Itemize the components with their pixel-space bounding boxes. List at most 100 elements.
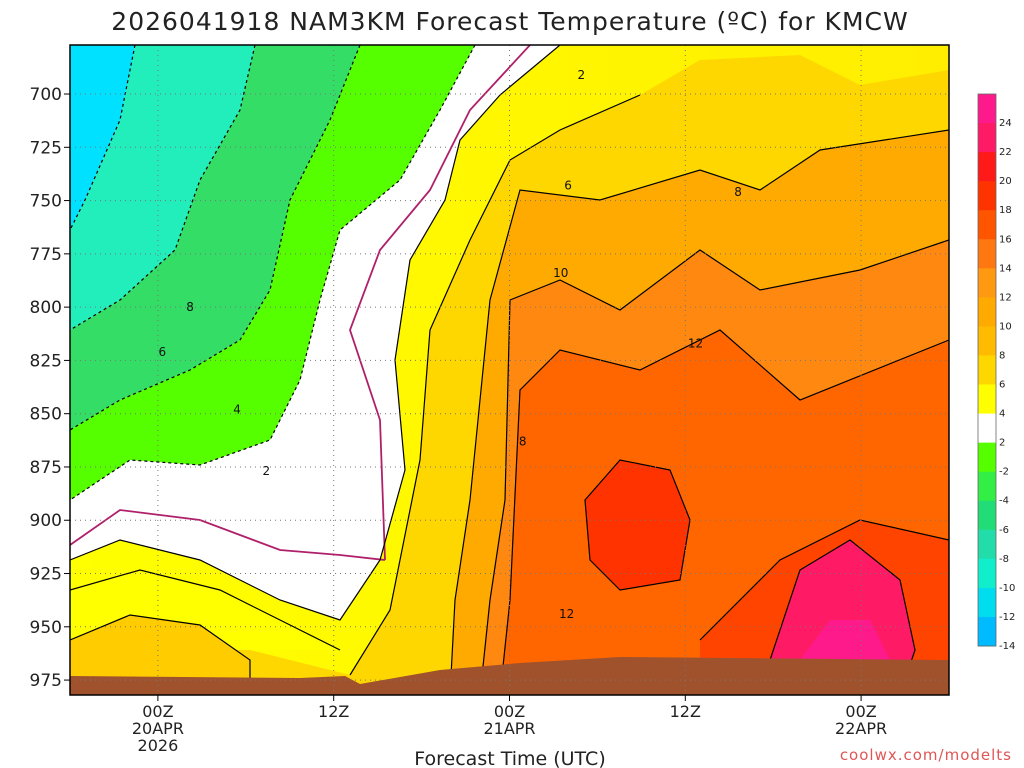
colorbar-label: 24 [999, 118, 1012, 129]
colorbar-swatch [978, 326, 996, 356]
colorbar-label: 4 [999, 409, 1005, 420]
contour-line [699, 519, 949, 641]
colorbar-swatch [978, 123, 996, 153]
x-tick-label: 2026 [138, 736, 179, 755]
x-tick-label: 12Z [670, 702, 701, 721]
colorbar-swatch [978, 413, 996, 444]
fill-minus6 [70, 45, 360, 430]
chart-title: 2026041918 NAM3KM Forecast Temperature (… [111, 7, 908, 36]
contour-line-negative [70, 45, 476, 501]
contour-line [479, 239, 949, 695]
contour-label: 4 [233, 402, 241, 416]
colorbar-label: -6 [999, 525, 1009, 536]
colorbar-swatch [978, 355, 996, 386]
colorbar-label: 22 [999, 147, 1012, 158]
colorbar-label: 6 [999, 380, 1005, 391]
gridlines [70, 45, 949, 695]
colorbar-swatch [978, 94, 996, 124]
fill-minus4 [70, 45, 475, 500]
y-tick-label: 775 [30, 245, 62, 265]
contour-line [349, 94, 641, 676]
colorbar-label: 2 [999, 438, 1005, 449]
y-tick-label: 975 [30, 671, 62, 691]
contour-label: 6 [158, 345, 166, 359]
colorbar-label: -4 [999, 496, 1009, 507]
colorbar-swatch [978, 616, 996, 647]
colorbar-swatch [978, 268, 996, 298]
colorbar: 24 22 20 18 16 14 12 10 8 6 4 2 -2 -4 -6 -8 -10 -12 -14 [977, 93, 1015, 652]
x-tick-label: 21APR [483, 719, 535, 738]
colorbar-swatch [978, 529, 996, 560]
contour-label: 10 [553, 266, 568, 280]
contour-label: 8 [519, 434, 527, 448]
colorbar-label: -10 [999, 583, 1015, 594]
contour-line [70, 569, 341, 651]
x-axis-label: Forecast Time (UTC) [414, 748, 605, 768]
contour-line [70, 614, 251, 695]
colorbar-swatch [978, 442, 996, 473]
contour-label: 6 [564, 179, 572, 193]
fill-minus10 [70, 45, 255, 330]
colorbar-label: 14 [999, 263, 1012, 274]
colorbar-label: 10 [999, 321, 1012, 332]
y-tick-label: 750 [30, 192, 62, 212]
colorbar-label: 18 [999, 205, 1012, 216]
contour-line-negative [70, 45, 136, 231]
x-tick-label: 00Z [845, 702, 876, 721]
colorbar-label: -8 [999, 554, 1009, 565]
colorbar-swatch [978, 587, 996, 618]
contour-label: 2 [577, 68, 585, 82]
y-tick-label: 875 [30, 458, 62, 478]
credit-text: coolwx.com/modelts [840, 746, 1012, 764]
contour-lines [70, 45, 949, 695]
colorbar-label: 20 [999, 176, 1012, 187]
colorbar-swatch [978, 297, 996, 327]
contour-label: 12 [688, 336, 703, 350]
y-tick-label: 850 [30, 405, 62, 425]
y-tick-label: 825 [30, 351, 62, 371]
contour-line-zero [70, 509, 386, 561]
colorbar-swatch [978, 471, 996, 502]
colorbar-label: 16 [999, 234, 1012, 245]
colorbar-swatch [978, 558, 996, 589]
y-tick-label: 725 [30, 138, 62, 158]
x-tick-label: 00Z [142, 702, 173, 721]
colorbar-swatch [978, 239, 996, 269]
colorbar-label: -2 [999, 467, 1009, 478]
fill-gold-lowleft [70, 615, 250, 695]
colorbar-swatch [978, 500, 996, 531]
colorbar-frame [977, 93, 997, 647]
y-tick-label: 900 [30, 511, 62, 531]
fill-minus14 [70, 45, 135, 230]
colorbar-label: 8 [999, 350, 1005, 361]
y-tick-label: 700 [30, 85, 62, 105]
x-tick-label: 12Z [318, 702, 349, 721]
contour-label: 2 [262, 464, 270, 478]
contour-label: 12 [559, 607, 574, 621]
contour-label: 8 [734, 185, 742, 199]
x-tick-label: 00Z [494, 702, 525, 721]
y-tick-label: 925 [30, 565, 62, 585]
y-tick-label: 950 [30, 618, 62, 638]
contour-labels: 2 6 8 10 12 8 12 8 6 4 2 [158, 68, 741, 621]
colorbar-swatch [978, 384, 996, 415]
colorbar-label: -12 [999, 612, 1015, 623]
contour-label: 8 [186, 300, 194, 314]
x-tick-label: 20APR [132, 719, 184, 738]
contour-line [769, 539, 916, 695]
contour-line-negative [70, 45, 256, 331]
y-tick-label: 800 [30, 298, 62, 318]
temperature-field [70, 45, 949, 695]
colorbar-swatch [978, 181, 996, 211]
colorbar-label: -14 [999, 641, 1015, 652]
colorbar-swatch [978, 210, 996, 240]
contour-line-zero [349, 45, 531, 561]
y-axis: 700 725 750 775 800 825 850 875 900 925 950 975 [30, 85, 70, 691]
contour-line [449, 129, 949, 695]
colorbar-swatch [978, 152, 996, 182]
contour-line [70, 45, 561, 621]
x-tick-label: 22APR [835, 719, 887, 738]
colorbar-label: 12 [999, 292, 1012, 303]
